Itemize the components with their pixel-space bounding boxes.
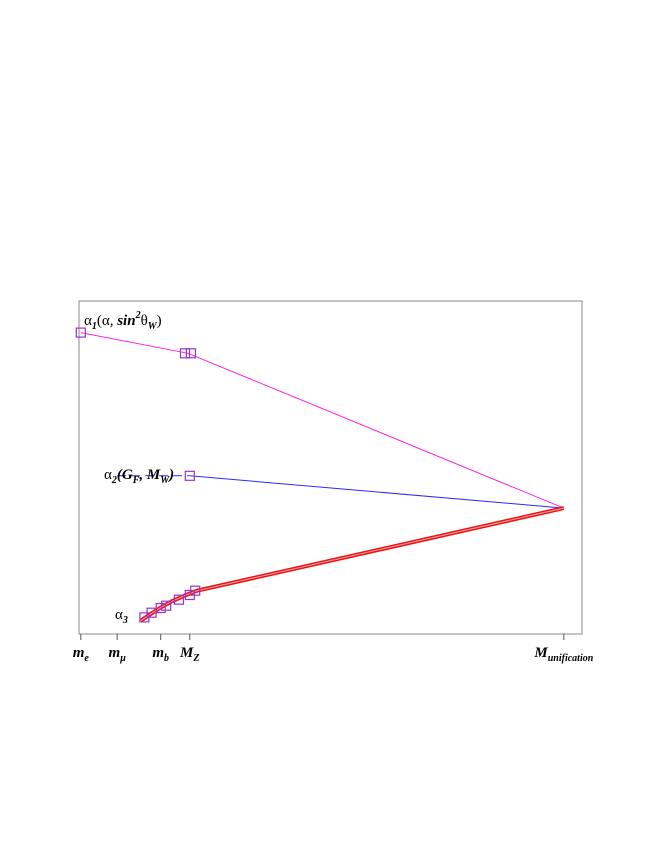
series-line-alpha1	[80, 332, 564, 509]
series-line-alpha2	[189, 475, 564, 509]
data-point-alpha3-6	[190, 585, 201, 596]
data-point-alpha3-3	[161, 600, 172, 611]
series-line-highlight-alpha3	[140, 507, 564, 622]
x-tick-label-4: Munification	[533, 645, 593, 664]
data-point-alpha2-0	[184, 470, 195, 481]
series-line-alpha3	[139, 506, 565, 623]
marker-layer	[75, 327, 201, 623]
series-layer	[80, 332, 565, 623]
data-point-alpha1-0	[75, 327, 86, 338]
x-tick-label-2: mb	[152, 645, 169, 664]
data-point-alpha1-1	[179, 348, 191, 359]
data-point-alpha1-2	[185, 348, 196, 359]
data-point-alpha3-2	[155, 602, 166, 614]
plot-frame	[78, 300, 583, 635]
x-axis-ticks: me mμ mb MZ Munification	[73, 634, 594, 664]
x-tick-label-3: MZ	[179, 645, 199, 664]
alpha2-label: α2(GF, MW)	[104, 467, 174, 486]
x-tick-label-1: mμ	[109, 645, 127, 664]
data-point-alpha3-4	[173, 594, 184, 605]
x-tick-label-0: me	[73, 645, 90, 664]
alpha1-label: α1(α, sin2θW)	[84, 310, 162, 332]
alpha3-label: α3	[115, 607, 128, 626]
